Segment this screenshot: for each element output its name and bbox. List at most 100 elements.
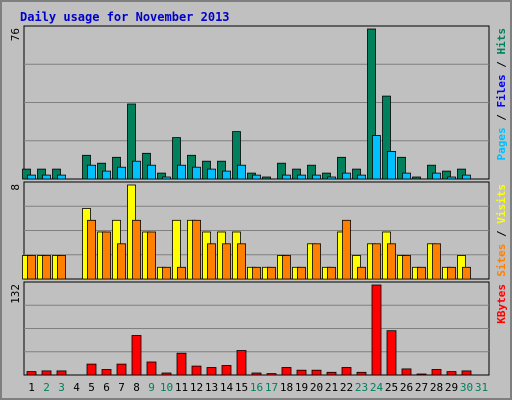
bar-hits-day-10 bbox=[157, 172, 166, 180]
x-tick-label: 30 bbox=[460, 381, 473, 394]
bar-hits-day-27 bbox=[412, 176, 421, 180]
x-tick-label: 21 bbox=[325, 381, 338, 394]
bar-kbytes-day-8 bbox=[131, 335, 142, 376]
bar-hits-day-26 bbox=[397, 156, 406, 180]
bar-kbytes-day-29 bbox=[446, 371, 457, 376]
bar-kbytes-day-16 bbox=[251, 372, 262, 376]
bar-files-day-19 bbox=[297, 174, 306, 180]
bar-files-day-1 bbox=[27, 174, 36, 180]
bar-hits-day-28 bbox=[427, 164, 436, 180]
bar-hits-day-18 bbox=[277, 162, 286, 180]
bar-files-day-23 bbox=[357, 174, 366, 180]
bar-sites-day-19 bbox=[297, 266, 306, 280]
bar-kbytes-day-13 bbox=[206, 367, 217, 376]
bar-files-day-29 bbox=[447, 176, 456, 180]
x-tick-label: 20 bbox=[310, 381, 323, 394]
bar-files-day-14 bbox=[222, 170, 231, 180]
bar-files-day-5 bbox=[87, 164, 96, 180]
bar-sites-day-25 bbox=[387, 243, 396, 280]
legend-entry: Sites bbox=[495, 244, 508, 277]
bar-sites-day-16 bbox=[252, 266, 261, 280]
bar-files-day-8 bbox=[132, 160, 141, 180]
bar-sites-day-26 bbox=[402, 255, 411, 280]
bar-files-day-18 bbox=[282, 174, 291, 180]
legend-entry: Hits bbox=[495, 28, 508, 55]
bar-kbytes-day-14 bbox=[221, 365, 232, 376]
bar-hits-day-11 bbox=[172, 137, 181, 180]
x-tick-label: 18 bbox=[280, 381, 293, 394]
legend-entry: / bbox=[495, 55, 508, 75]
bar-sites-day-28 bbox=[432, 243, 441, 280]
x-tick-label: 22 bbox=[340, 381, 353, 394]
bar-sites-day-22 bbox=[342, 219, 351, 280]
bar-hits-day-15 bbox=[232, 131, 241, 180]
bar-kbytes-day-2 bbox=[41, 370, 52, 376]
x-tick-label: 19 bbox=[295, 381, 308, 394]
bar-files-day-22 bbox=[342, 172, 351, 180]
bar-files-day-24 bbox=[372, 135, 381, 180]
x-tick-label: 24 bbox=[370, 381, 384, 394]
x-tick-label: 8 bbox=[133, 381, 140, 394]
bar-sites-day-7 bbox=[117, 243, 126, 280]
bar-kbytes-day-9 bbox=[146, 361, 157, 376]
bar-sites-day-29 bbox=[447, 266, 456, 280]
bar-kbytes-day-17 bbox=[266, 373, 277, 376]
x-tick-label: 2 bbox=[43, 381, 50, 394]
x-tick-label: 7 bbox=[118, 381, 125, 394]
bar-hits-day-25 bbox=[382, 95, 391, 180]
bar-files-day-12 bbox=[192, 166, 201, 180]
bar-kbytes-day-15 bbox=[236, 350, 247, 376]
bar-files-day-2 bbox=[42, 174, 51, 180]
bar-hits-day-3 bbox=[52, 168, 61, 180]
bar-kbytes-day-10 bbox=[161, 372, 172, 376]
bar-hits-day-17 bbox=[262, 176, 271, 180]
bar-sites-day-23 bbox=[357, 266, 366, 280]
bar-kbytes-day-25 bbox=[386, 330, 397, 376]
bar-hits-day-24 bbox=[367, 28, 376, 180]
bar-sites-day-5 bbox=[87, 219, 96, 280]
y-max-label: 132 bbox=[9, 284, 22, 304]
x-tick-label: 11 bbox=[175, 381, 188, 394]
bar-sites-day-11 bbox=[177, 266, 186, 280]
bar-visits-day-11 bbox=[172, 219, 181, 280]
bar-sites-day-10 bbox=[162, 266, 171, 280]
x-tick-label: 10 bbox=[160, 381, 173, 394]
x-tick-label: 15 bbox=[235, 381, 248, 394]
bar-hits-day-2 bbox=[37, 168, 46, 180]
bar-kbytes-day-27 bbox=[416, 373, 427, 376]
x-tick-label: 6 bbox=[103, 381, 110, 394]
bar-files-day-13 bbox=[207, 168, 216, 180]
bar-sites-day-30 bbox=[462, 266, 471, 280]
x-tick-label: 12 bbox=[190, 381, 203, 394]
bar-kbytes-day-12 bbox=[191, 365, 202, 376]
bar-kbytes-day-30 bbox=[461, 370, 472, 376]
x-tick-label: 5 bbox=[88, 381, 95, 394]
bar-files-day-28 bbox=[432, 172, 441, 180]
graph-title: Daily usage for November 2013 bbox=[20, 10, 230, 24]
bar-kbytes-day-26 bbox=[401, 368, 412, 376]
bar-sites-day-14 bbox=[222, 243, 231, 280]
legend-entry: Visits bbox=[495, 184, 508, 224]
bar-hits-day-8 bbox=[127, 103, 136, 180]
bar-sites-day-27 bbox=[417, 266, 426, 280]
bar-files-day-21 bbox=[327, 176, 336, 180]
legend-entry: KBytes bbox=[495, 284, 508, 324]
bar-files-day-15 bbox=[237, 164, 246, 180]
bar-kbytes-day-5 bbox=[86, 363, 97, 376]
bar-files-day-10 bbox=[162, 176, 171, 180]
legend-entry: Files bbox=[495, 74, 508, 107]
bar-sites-day-21 bbox=[327, 266, 336, 280]
x-tick-label: 4 bbox=[73, 381, 80, 394]
bar-sites-day-20 bbox=[312, 243, 321, 280]
bar-files-day-25 bbox=[387, 150, 396, 180]
x-tick-label: 14 bbox=[220, 381, 234, 394]
bar-kbytes-day-1 bbox=[26, 371, 37, 376]
bar-hits-day-30 bbox=[457, 168, 466, 180]
x-tick-label: 23 bbox=[355, 381, 368, 394]
bar-hits-day-19 bbox=[292, 168, 301, 180]
bar-hits-day-22 bbox=[337, 156, 346, 180]
bar-hits-day-21 bbox=[322, 172, 331, 180]
legend-entry: / bbox=[495, 108, 508, 128]
